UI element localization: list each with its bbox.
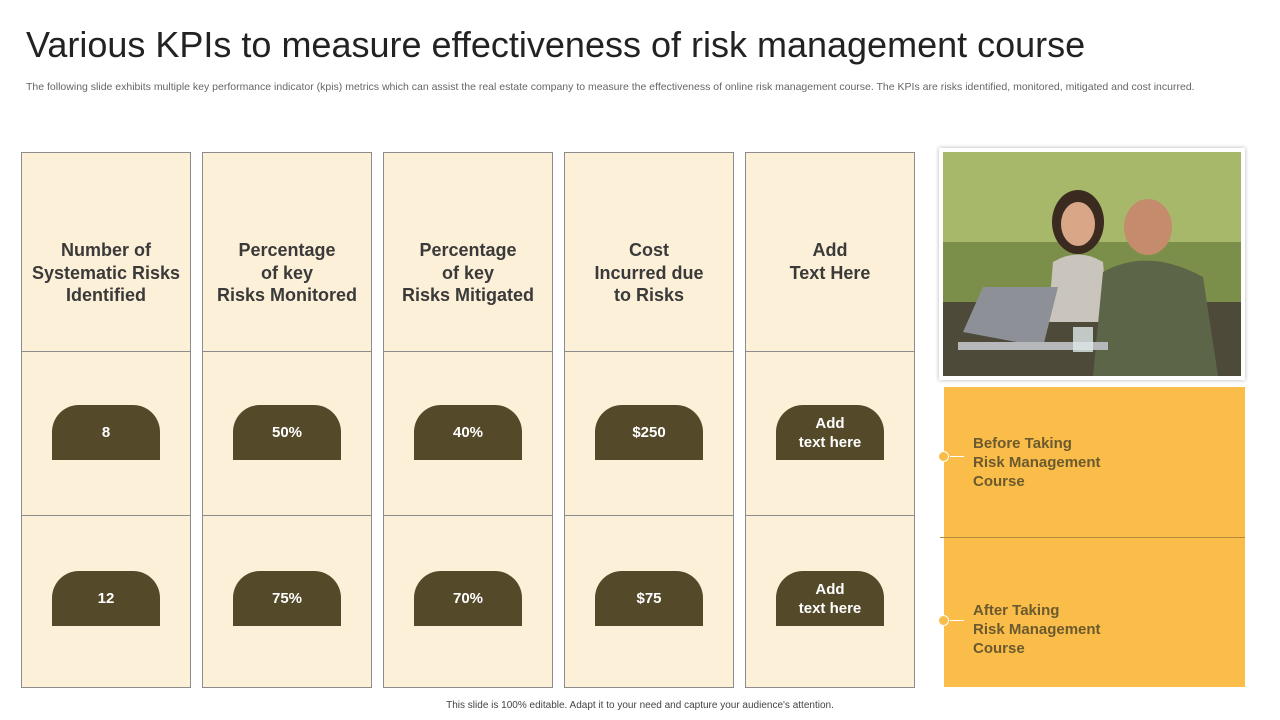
after-value: Add text here [776,571,884,626]
kpi-header: Add Text Here [789,240,871,283]
kpi-header: Percentage of key Risks Monitored [216,240,358,305]
footer: This slide is 100% editable. Adapt it to… [446,700,834,711]
kpi-header: Cost Incurred due to Risks [594,240,704,305]
connector [950,620,964,621]
kpi-column: Percentage of key Risks Mitigated 40% 70% [383,152,553,688]
row-divider [384,515,552,516]
row-divider [22,351,190,352]
comparison-panel: Before Taking Risk Management Course Aft… [938,387,1245,687]
before-value: 40% [414,405,522,460]
after-value: 70% [414,571,522,626]
before-value: Add text here [776,405,884,460]
row-divider [203,515,371,516]
kpi-header: Number of Systematic Risks Identified [31,240,181,305]
title: Various KPIs to measure effectiveness of… [26,24,1086,65]
row-divider [565,515,733,516]
after-value: 75% [233,571,341,626]
kpi-column: Cost Incurred due to Risks $250 $75 [564,152,734,688]
kpi-column: Percentage of key Risks Monitored 50% 75% [202,152,372,688]
subtitle: The following slide exhibits multiple ke… [26,81,1195,93]
panel-divider [940,537,1245,538]
marker-dot [938,615,949,626]
before-value: 50% [233,405,341,460]
connector [950,456,964,457]
photo [939,148,1245,380]
before-label: Before Taking Risk Management Course [973,435,1101,490]
after-value: 12 [52,571,160,626]
marker-dot [938,451,949,462]
after-value: $75 [595,571,703,626]
kpi-header: Percentage of key Risks Mitigated [401,240,535,305]
row-divider [746,351,914,352]
row-divider [22,515,190,516]
before-value: $250 [595,405,703,460]
row-divider [565,351,733,352]
row-divider [746,515,914,516]
kpi-column: Number of Systematic Risks Identified 8 12 [21,152,191,688]
after-label: After Taking Risk Management Course [973,602,1101,657]
kpi-column: Add Text Here Add text here Add text here [745,152,915,688]
row-divider [203,351,371,352]
row-divider [384,351,552,352]
before-value: 8 [52,405,160,460]
